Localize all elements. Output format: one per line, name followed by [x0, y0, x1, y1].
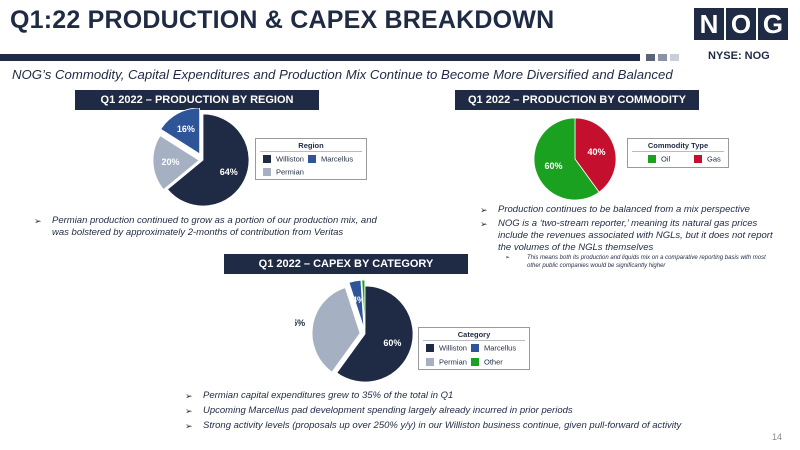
legend-title: Category — [457, 330, 491, 339]
legend-item-williston: Williston — [263, 154, 304, 164]
capex-pie-chart: 60%35%4%1% — [295, 279, 414, 383]
pie-slice-other — [361, 279, 366, 329]
commodity-chart-title: Q1 2022 – PRODUCTION BY COMMODITY — [455, 90, 699, 110]
region-pie-chart: 64% 20% 16% — [152, 108, 250, 207]
pie-data-label: 4% — [352, 295, 365, 305]
legend-item-permian: Permian — [426, 357, 467, 367]
ticker-label: NYSE: NOG — [708, 50, 770, 62]
pie-slice-williston — [166, 113, 250, 207]
logo-letter: N — [694, 8, 724, 40]
pie-slice-permian — [311, 287, 361, 373]
commodity-subbullet: ➢ This means both its production and liqu… — [505, 255, 766, 269]
pie-slice-gas — [574, 117, 617, 193]
pie-data-label: 16% — [177, 124, 195, 134]
legend-item-marcellus: Marcellus — [308, 154, 353, 164]
pie-data-label: 64% — [220, 167, 238, 177]
region-bullet: ➢ Permian production continued to grow as… — [34, 215, 377, 238]
capex-legend: Category Williston Marcellus Permian Oth… — [418, 327, 530, 370]
page-number: 14 — [772, 432, 783, 442]
legend-item-other: Other — [471, 357, 503, 367]
commodity-pie-chart: 40% 60% — [533, 117, 617, 201]
capex-bullet: ➢ Upcoming Marcellus pad development spen… — [185, 405, 573, 416]
pie-slice-williston — [336, 285, 414, 383]
pie-data-label: 40% — [587, 147, 605, 157]
region-legend: Region Williston Marcellus Permian — [255, 138, 367, 180]
legend-item-marcellus: Marcellus — [471, 343, 516, 353]
pie-slice-permian — [152, 135, 200, 191]
header-square — [658, 54, 667, 61]
pie-slice-marcellus — [160, 108, 201, 155]
page-title: Q1:22 PRODUCTION & CAPEX BREAKDOWN — [10, 6, 555, 34]
legend-title: Commodity Type — [647, 141, 709, 150]
legend-item-permian: Permian — [263, 167, 304, 177]
commodity-legend: Commodity Type Oil Gas — [627, 138, 729, 168]
legend-item-oil: Oil — [648, 154, 670, 164]
logo-letter: O — [726, 8, 756, 40]
region-chart-title: Q1 2022 – PRODUCTION BY REGION — [75, 90, 319, 110]
page-subtitle: NOG’s Commodity, Capital Expenditures an… — [12, 67, 673, 82]
pie-data-label: 60% — [545, 161, 563, 171]
capex-bullet: ➢ Strong activity levels (proposals up ov… — [185, 420, 682, 431]
capex-bullet: ➢ Permian capital expenditures grew to 35… — [185, 390, 454, 401]
capex-chart-title: Q1 2022 – CAPEX BY CATEGORY — [224, 254, 468, 274]
legend-title: Region — [298, 141, 324, 150]
header-rule — [0, 54, 640, 61]
header-square — [670, 54, 679, 61]
logo-letter: G — [758, 8, 788, 40]
legend-item-gas: Gas — [694, 154, 721, 164]
legend-item-williston: Williston — [426, 343, 467, 353]
commodity-bullet: ➢ Production continues to be balanced fro… — [480, 204, 750, 215]
pie-data-label: 20% — [162, 157, 180, 167]
pie-data-label: 35% — [295, 318, 305, 328]
pie-slice-oil — [533, 117, 600, 201]
commodity-bullet: ➢ NOG is a ‘two-stream reporter,’ meaning… — [480, 218, 773, 253]
pie-slice-marcellus — [348, 279, 365, 329]
pie-data-label: 60% — [383, 338, 401, 348]
header-square — [646, 54, 655, 61]
